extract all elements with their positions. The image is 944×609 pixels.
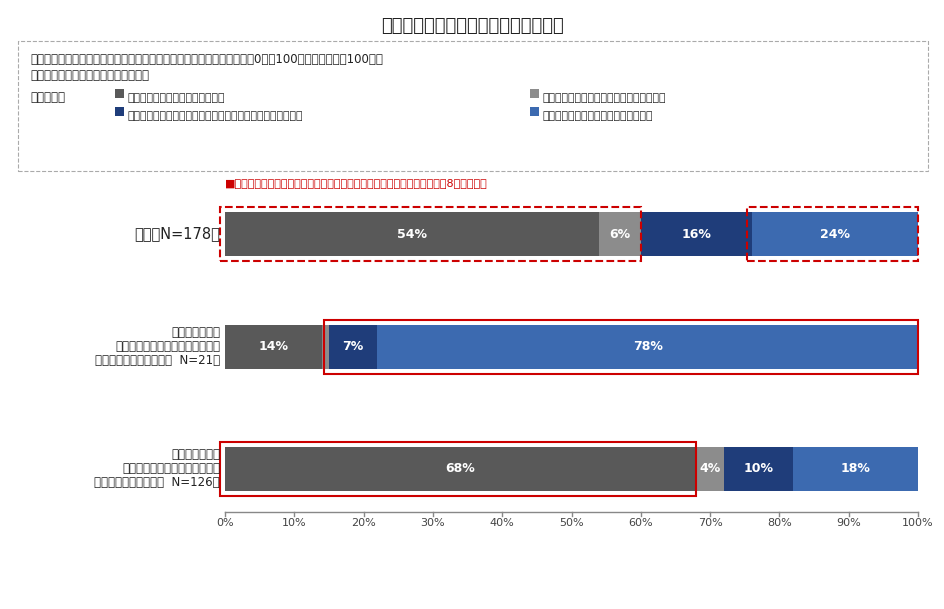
Text: 80%: 80% — [767, 518, 791, 528]
Text: 障害者の採用目的別：実際の雇用割合: 障害者の採用目的別：実際の雇用割合 — [380, 17, 563, 35]
Text: 50%: 50% — [559, 518, 583, 528]
Bar — [115, 89, 124, 98]
Bar — [792, 447, 917, 491]
Text: 自社の収益業務に貢献してもらうため: 自社の収益業務に貢献してもらうため — [542, 111, 651, 121]
Text: うこと」を最も重視する  N=21人: うこと」を最も重視する N=21人 — [94, 354, 220, 367]
Text: 20%: 20% — [351, 518, 376, 528]
Text: 70%: 70% — [697, 518, 722, 528]
Bar — [696, 447, 723, 491]
Text: 法令順守の範囲内で雇用するため: 法令順守の範囲内で雇用するため — [126, 93, 225, 103]
Text: 7%: 7% — [343, 340, 363, 353]
Text: 14%: 14% — [259, 340, 288, 353]
Text: 障害者雇用方針: 障害者雇用方針 — [171, 448, 220, 462]
Text: 100%: 100% — [902, 518, 933, 528]
Bar — [640, 212, 750, 256]
Text: 30%: 30% — [420, 518, 445, 528]
Bar — [225, 212, 598, 256]
Bar — [322, 325, 329, 369]
Bar — [750, 212, 917, 256]
Text: 0%: 0% — [216, 518, 233, 528]
Text: 54%: 54% — [396, 228, 427, 241]
Text: 障害者雇用方針: 障害者雇用方針 — [171, 326, 220, 339]
Text: 10%: 10% — [743, 462, 773, 476]
Text: 「法令順守の範囲内で雇用する: 「法令順守の範囲内で雇用する — [122, 462, 220, 476]
Bar — [746, 207, 917, 261]
Text: 60%: 60% — [628, 518, 652, 528]
Text: 質問）　現在雇用する障害のある従業員について、以下の採用目的別に0から100の数値で（合計100％）: 質問） 現在雇用する障害のある従業員について、以下の採用目的別に0から100の数… — [30, 53, 382, 66]
Text: 18%: 18% — [840, 462, 869, 476]
Text: 6%: 6% — [609, 228, 630, 241]
Text: 40%: 40% — [489, 518, 514, 528]
Text: 68%: 68% — [446, 462, 475, 476]
Bar — [530, 89, 538, 98]
Text: 16%: 16% — [681, 228, 711, 241]
Text: 実際の雇用割合を回答してください。: 実際の雇用割合を回答してください。 — [30, 69, 149, 82]
Bar — [598, 212, 640, 256]
Text: 24%: 24% — [819, 228, 849, 241]
Bar — [18, 41, 927, 171]
Text: 10%: 10% — [281, 518, 306, 528]
Text: こと」を最も重視する  N=126人: こと」を最も重視する N=126人 — [94, 476, 220, 490]
Bar — [220, 442, 696, 496]
Bar — [329, 325, 377, 369]
Bar — [225, 447, 696, 491]
Text: ■「法令順守の範囲内で雇用する人材」と「収益業務に貢献する人材」で8割を占める: ■「法令順守の範囲内で雇用する人材」と「収益業務に貢献する人材」で8割を占める — [225, 178, 487, 188]
Text: 78%: 78% — [632, 340, 662, 353]
Text: 全体：N=178人: 全体：N=178人 — [134, 227, 220, 242]
Bar — [225, 325, 322, 369]
Text: 「自社の収益業務に貢献してもら: 「自社の収益業務に貢献してもら — [115, 340, 220, 353]
Text: 90%: 90% — [835, 518, 860, 528]
Text: 4%: 4% — [699, 462, 720, 476]
Text: 自社やグループのユーティリティ業務で貢献してもらうため: 自社やグループのユーティリティ業務で貢献してもらうため — [126, 111, 302, 121]
Bar — [377, 325, 917, 369]
Text: 採用目的：: 採用目的： — [30, 91, 65, 104]
Bar — [115, 107, 124, 116]
Text: 自社の社会貢献活動で活躍してもらうため: 自社の社会貢献活動で活躍してもらうため — [542, 93, 665, 103]
Bar — [220, 207, 640, 261]
Bar — [530, 107, 538, 116]
Bar — [723, 447, 792, 491]
Bar — [324, 320, 917, 374]
